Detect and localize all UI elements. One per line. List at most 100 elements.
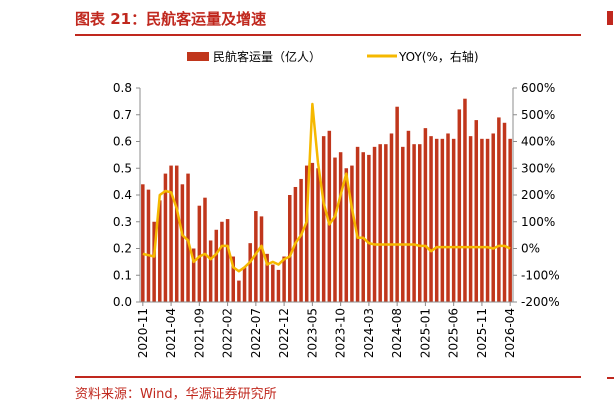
bar: [152, 221, 156, 302]
bar: [225, 219, 230, 302]
bar: [299, 178, 303, 302]
bar: [378, 144, 382, 302]
bar: [310, 162, 315, 302]
bar: [485, 138, 490, 302]
right-axis-label: 500%: [521, 108, 555, 122]
bar: [502, 122, 507, 302]
title-divider: [75, 34, 581, 36]
bar: [395, 106, 399, 302]
x-axis-label: 2023-05: [305, 308, 319, 358]
bar: [468, 136, 473, 302]
bar: [237, 280, 241, 302]
legend-swatch-bar: [187, 52, 209, 61]
edge-marker: [607, 11, 613, 25]
x-axis-label: 2025-06: [447, 308, 461, 358]
bar: [163, 173, 168, 302]
bar: [463, 98, 467, 302]
bar: [282, 256, 286, 302]
bar: [321, 136, 326, 302]
bar: [316, 168, 320, 302]
bar: [197, 205, 202, 302]
x-axis-label: 2020-11: [136, 308, 150, 358]
left-axis-label: 0.6: [113, 135, 132, 149]
bar: [457, 109, 462, 303]
bar: [248, 243, 252, 302]
x-axis-label: 2026-04: [503, 308, 517, 358]
x-axis-label: 2023-10: [334, 308, 348, 358]
x-axis-label: 2021-04: [164, 308, 178, 358]
right-axis-label: 0%: [521, 242, 540, 256]
left-axis-label: 0.8: [113, 81, 132, 95]
right-axis-label: 600%: [521, 81, 555, 95]
bar: [429, 136, 433, 302]
bar: [333, 157, 337, 302]
right-axis-label: 300%: [521, 161, 555, 175]
bar: [265, 253, 269, 302]
bar: [271, 264, 275, 302]
chart-axes: 0.0 0.1 0.2 0.3 0.4 0.5 0.6 0.7 0.8 -200% -100% 0% 1…: [113, 81, 560, 358]
bar: [259, 216, 264, 302]
bar: [372, 146, 377, 302]
bar: [412, 144, 416, 302]
bar: [220, 221, 224, 302]
x-axis-label: 2022-07: [249, 308, 263, 358]
bar: [361, 152, 365, 302]
bar: [401, 146, 405, 302]
bar: [406, 130, 411, 302]
bar: [208, 240, 213, 302]
footer-divider: [75, 376, 581, 378]
left-axis-label: 0.5: [113, 161, 132, 175]
x-axis-label: 2025-01: [418, 308, 432, 358]
x-axis-label: 2022-02: [221, 308, 235, 358]
page-title: 图表 21：民航客运量及增速: [75, 10, 267, 28]
bar: [423, 128, 428, 303]
bar: [214, 229, 219, 302]
bar: [367, 154, 371, 303]
yoy-series: [142, 102, 511, 273]
bar: [338, 152, 343, 302]
bar: [327, 130, 332, 302]
bar: [508, 138, 512, 302]
bar: [344, 168, 349, 302]
bar: [389, 133, 394, 302]
legend-label-line: YOY(%，右轴): [398, 49, 479, 64]
bar: [242, 267, 247, 302]
right-axis-label: -100%: [521, 268, 560, 282]
bar: [158, 200, 162, 302]
bar: [304, 165, 309, 302]
bar: [497, 117, 501, 303]
left-axis-label: 0.0: [113, 295, 132, 309]
bar: [355, 146, 360, 302]
left-axis-label: 0.4: [113, 188, 132, 202]
bar: [191, 248, 196, 302]
bar: [146, 189, 151, 302]
chart-legend: 民航客运量（亿人） YOY(%，右轴): [187, 49, 479, 64]
bar: [434, 138, 439, 302]
bar: [169, 165, 173, 302]
bar: [446, 133, 450, 302]
bar: [174, 165, 179, 302]
bar: [440, 138, 445, 302]
right-axis-label: 200%: [521, 188, 555, 202]
bar: [480, 138, 484, 302]
bar: [491, 133, 495, 302]
bar: [418, 144, 422, 302]
bar: [186, 173, 190, 302]
x-axis-label: 2022-12: [277, 308, 291, 358]
source-note: 资料来源：Wind，华源证券研究所: [75, 387, 277, 402]
left-axis-label: 0.2: [113, 242, 132, 256]
bar: [350, 165, 354, 302]
bar: [254, 211, 258, 302]
x-axis-label: 2024-08: [390, 308, 404, 358]
left-axis-label: 0.7: [113, 108, 132, 122]
bar: [180, 184, 185, 302]
bar: [384, 144, 388, 302]
bar-series: [141, 98, 512, 303]
x-axis-label: 2025-11: [475, 308, 489, 358]
x-axis-label: 2024-03: [362, 308, 376, 358]
bar: [231, 256, 235, 302]
yoy-line: [142, 102, 511, 273]
right-axis-label: -200%: [521, 295, 560, 309]
right-axis-label: 400%: [521, 135, 555, 149]
